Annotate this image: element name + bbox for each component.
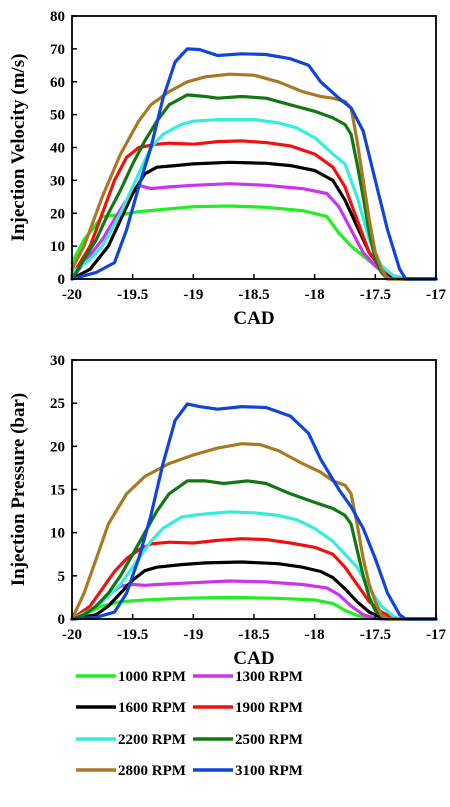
legend-item: 3100 RPM [193,763,303,779]
y-axis-label: Injection Velocity (m/s) [8,54,29,242]
series-line-3100-rpm [70,402,438,621]
y-tick-label: 30 [50,173,65,189]
y-tick-label: 10 [50,526,65,542]
x-tick-label: -19 [183,287,203,303]
x-tick-label: -17.5 [360,627,391,643]
x-tick-label: -20 [62,627,82,643]
y-tick-label: 15 [50,483,65,499]
legend-label: 2200 RPM [118,732,186,748]
x-tick-label: -19.5 [117,287,148,303]
x-tick-label: -18.5 [238,627,269,643]
x-tick-label: -19.5 [117,627,148,643]
legend-label: 3100 RPM [235,763,303,779]
x-tick-label: -17 [426,627,446,643]
legend-label: 1900 RPM [235,700,303,716]
y-tick-label: 5 [58,569,66,585]
y-tick-label: 25 [50,396,65,412]
x-axis-label: CAD [233,648,274,669]
x-tick-label: -18 [305,627,325,643]
y-tick-label: 0 [58,612,66,628]
legend-label: 1600 RPM [118,700,186,716]
y-tick-label: 70 [50,42,65,58]
y-tick-label: 80 [50,9,65,25]
series-line-3100-rpm [70,47,438,281]
y-tick-label: 50 [50,108,65,124]
y-tick-label: 10 [50,239,65,255]
chart-2: -20 -19.5 -19 -18.5 -18 -17.5 -17 0 5 10 15 20 25 30 C… [8,353,446,669]
legend: 1000 RPM 1300 RPM 1600 RPM 1900 RPM 2200 RPM… [76,669,303,779]
y-tick-label: 30 [50,353,65,369]
series-line-2500-rpm [70,479,438,621]
x-tick-label: -20 [62,287,82,303]
x-axis-label: CAD [233,308,274,329]
x-tick-label: -18.5 [238,287,269,303]
y-axis-label: Injection Pressure (bar) [8,393,29,587]
x-tick-label: -18 [305,287,325,303]
series-line-2800-rpm [70,72,438,281]
legend-item: 1600 RPM [76,700,186,716]
legend-label: 1300 RPM [235,669,303,685]
legend-label: 2500 RPM [235,732,303,748]
legend-item: 1900 RPM [193,700,303,716]
y-tick-label: 20 [50,206,65,222]
legend-item: 1300 RPM [193,669,303,685]
y-tick-label: 0 [58,272,66,288]
series-line-2800-rpm [70,442,438,621]
legend-label: 1000 RPM [118,669,186,685]
x-tick-label: -19 [183,627,203,643]
legend-label: 2800 RPM [118,763,186,779]
y-tick-label: 40 [50,141,65,157]
series-line-1600-rpm [70,560,438,621]
y-tick-label: 20 [50,439,65,455]
legend-item: 2200 RPM [76,732,186,748]
legend-item: 1000 RPM [76,669,186,685]
series-line-2500-rpm [70,93,438,281]
x-tick-label: -17.5 [360,287,391,303]
legend-item: 2800 RPM [76,763,186,779]
legend-item: 2500 RPM [193,732,303,748]
chart-1: -20 -19.5 -19 -18.5 -18 -17.5 -17 0 10 20 30 40 50 60… [8,9,446,329]
x-tick-label: -17 [426,287,446,303]
y-tick-label: 60 [50,75,65,91]
